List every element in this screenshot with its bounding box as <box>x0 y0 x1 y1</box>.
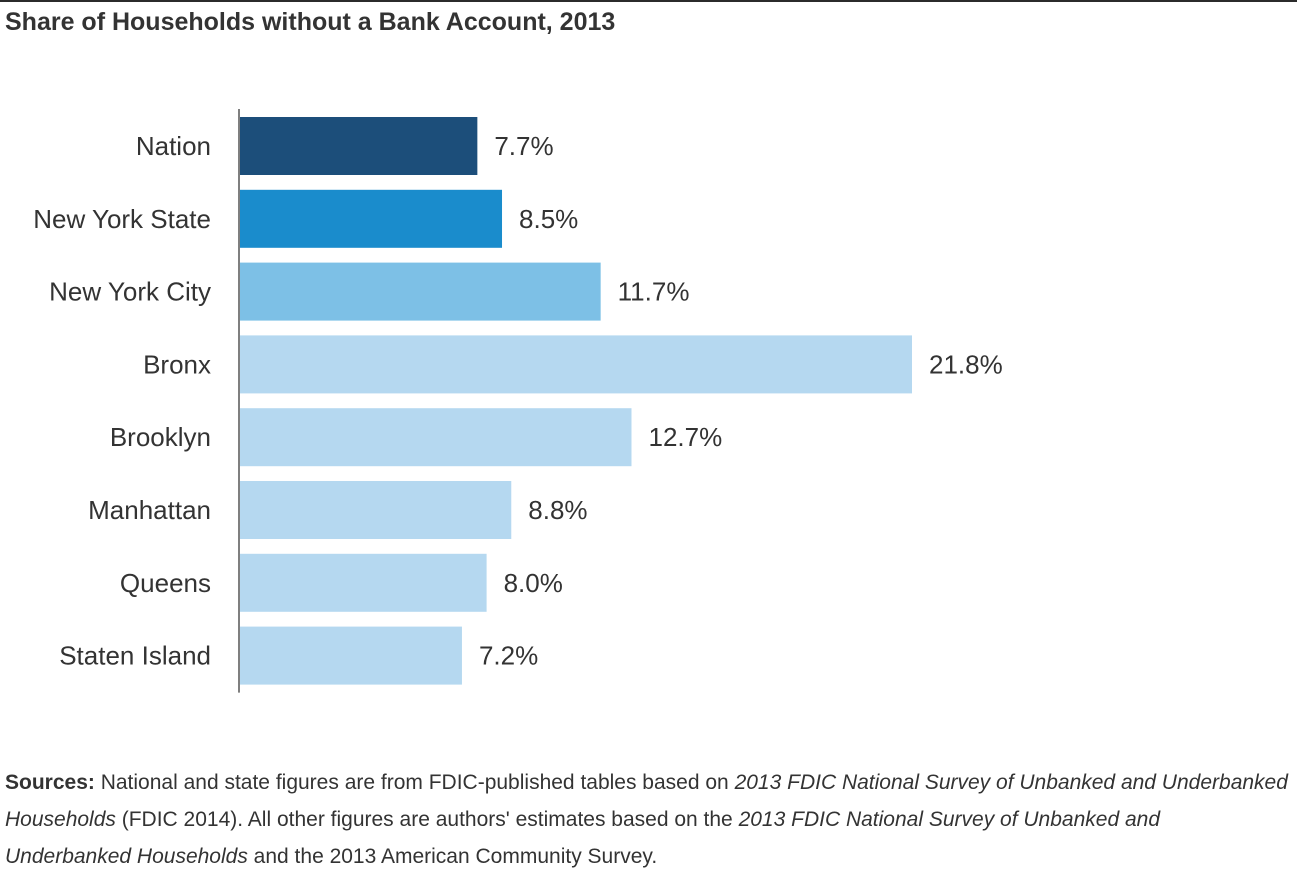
sources-text-1: National and state figures are from FDIC… <box>94 771 735 794</box>
bar-brooklyn <box>240 408 632 467</box>
category-label-nation: Nation <box>136 131 211 161</box>
category-label-staten-island: Staten Island <box>59 641 211 671</box>
category-label-bronx: Bronx <box>143 349 211 379</box>
value-label-staten-island: 7.2% <box>479 641 538 671</box>
bar-bronx <box>240 335 912 394</box>
value-label-new-york-city: 11.7% <box>618 277 690 307</box>
category-label-manhattan: Manhattan <box>88 495 211 525</box>
sources-italic-1: 2013 FDIC National Survey of Unbanked an… <box>5 771 1288 831</box>
value-label-nation: 7.7% <box>494 131 553 161</box>
bar-chart: Nation 7.7% New York State 8.5% New York Cit… <box>33 109 1003 693</box>
category-label-queens: Queens <box>120 568 211 598</box>
bar-manhattan <box>240 481 512 539</box>
sources-note: Sources: National and state figures are … <box>5 764 1290 875</box>
bar-queens <box>240 553 487 612</box>
value-label-brooklyn: 12.7% <box>648 422 722 452</box>
sources-italic-2: 2013 FDIC National Survey of Unbanked an… <box>5 808 1160 868</box>
value-label-new-york-state: 8.5% <box>519 204 578 234</box>
value-label-manhattan: 8.8% <box>528 495 587 525</box>
category-label-new-york-state: New York State <box>33 204 211 234</box>
value-label-queens: 8.0% <box>504 568 563 598</box>
sources-text-2: (FDIC 2014). All other figures are autho… <box>115 808 739 831</box>
top-rule <box>0 0 1297 2</box>
chart-title: Share of Households without a Bank Accou… <box>5 8 616 36</box>
sources-label: Sources: <box>5 771 95 794</box>
category-label-brooklyn: Brooklyn <box>110 422 211 452</box>
value-label-bronx: 21.8% <box>929 349 1003 379</box>
bar-new-york-city <box>240 262 601 321</box>
sources-text-3: and the 2013 American Community Survey. <box>247 845 658 868</box>
bar-nation <box>240 117 478 175</box>
bar-new-york-state <box>240 189 503 248</box>
category-label-new-york-city: New York City <box>49 277 211 307</box>
bar-staten-island <box>240 626 462 685</box>
